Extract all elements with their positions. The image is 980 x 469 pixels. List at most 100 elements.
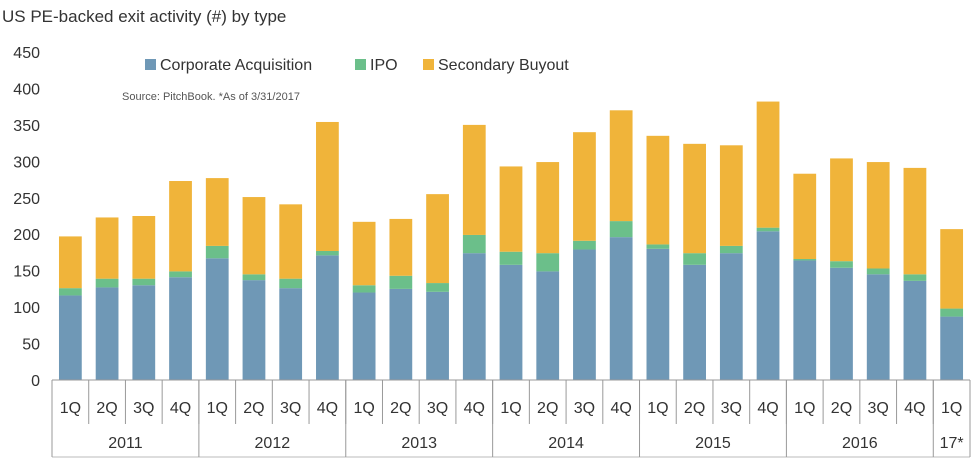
bar-segment-ipo — [756, 227, 780, 232]
source-note: Source: PitchBook. *As of 3/31/2017 — [122, 91, 300, 103]
x-tick-label: 1Q — [794, 400, 815, 417]
legend: Corporate Acquisition IPO Secondary Buyout — [145, 57, 569, 74]
legend-label: Secondary Buyout — [438, 57, 569, 74]
bar-segment-secondary-buyout — [646, 135, 670, 245]
bar-segment-ipo — [205, 245, 229, 259]
bar-segment-ipo — [609, 221, 633, 238]
bar-segment-ipo — [58, 288, 82, 296]
bar-segment-secondary-buyout — [426, 194, 449, 284]
bar-segment-corporate-acquisition — [830, 267, 853, 380]
y-tick-label: 50 — [22, 337, 40, 354]
x-tick-label: 1Q — [500, 400, 521, 417]
bar-segment-corporate-acquisition — [646, 248, 670, 380]
legend-swatch — [355, 59, 366, 70]
x-axis: 1Q 2Q 3Q 4Q 1Q 2Q 3Q 4Q 1Q 2Q 3Q 4Q 1Q 2Q 3Q 4Q 1Q 2Q 3Q 4Q… — [51, 379, 971, 458]
x-tick-label: 4Q — [757, 400, 778, 417]
bar-segment-secondary-buyout — [573, 132, 596, 241]
bar-segment-corporate-acquisition — [683, 264, 706, 380]
bar-segment-corporate-acquisition — [866, 274, 890, 380]
x-tick-label: 3Q — [868, 400, 889, 417]
bar-segment-ipo — [793, 259, 817, 261]
bar-segment-secondary-buyout — [132, 216, 156, 279]
y-tick-label: 150 — [13, 264, 40, 281]
bar-segment-ipo — [426, 283, 449, 292]
bar-segment-secondary-buyout — [205, 178, 229, 246]
bar-segment-corporate-acquisition — [756, 231, 780, 380]
x-tick-label: 1Q — [941, 400, 962, 417]
x-tick-label: 2Q — [390, 400, 411, 417]
legend-label: Corporate Acquisition — [160, 57, 312, 74]
bar-segment-ipo — [169, 271, 192, 278]
x-tick-label: 1Q — [60, 400, 81, 417]
bar-segment-secondary-buyout — [793, 173, 817, 259]
bar-segment-corporate-acquisition — [940, 316, 964, 380]
legend-swatch — [145, 59, 156, 70]
x-tick-label: 2Q — [96, 400, 117, 417]
bar-segment-corporate-acquisition — [205, 258, 229, 380]
bar-segment-ipo — [389, 275, 413, 289]
x-tick-label: 3Q — [721, 400, 742, 417]
x-group-label: 2014 — [548, 435, 584, 452]
bars-group — [58, 101, 964, 380]
bar-segment-secondary-buyout — [903, 167, 927, 275]
bar-segment-corporate-acquisition — [95, 287, 119, 380]
bar-segment-corporate-acquisition — [426, 291, 449, 380]
bar-segment-secondary-buyout — [169, 181, 192, 272]
bar-segment-ipo — [499, 251, 523, 265]
y-axis: 0 50 100 150 200 250 300 350 400 450 — [13, 45, 40, 390]
legend-label: IPO — [370, 57, 398, 74]
bar-segment-corporate-acquisition — [462, 253, 486, 380]
bar-segment-ipo — [719, 245, 743, 254]
bar-segment-secondary-buyout — [316, 121, 339, 251]
bar-segment-secondary-buyout — [242, 197, 266, 275]
bar-segment-secondary-buyout — [499, 166, 523, 252]
x-group-label: 2013 — [401, 435, 437, 452]
bar-segment-ipo — [95, 278, 119, 288]
bar-segment-ipo — [536, 253, 560, 272]
bar-segment-corporate-acquisition — [132, 285, 156, 380]
bar-segment-secondary-buyout — [756, 101, 780, 228]
bar-segment-ipo — [573, 240, 596, 250]
x-tick-label: 3Q — [133, 400, 154, 417]
x-tick-label: 4Q — [610, 400, 631, 417]
bar-segment-secondary-buyout — [462, 124, 486, 235]
bar-segment-secondary-buyout — [683, 143, 706, 254]
y-tick-label: 250 — [13, 191, 40, 208]
bar-segment-ipo — [462, 234, 486, 254]
y-tick-label: 450 — [13, 45, 40, 62]
bar-segment-secondary-buyout — [352, 221, 376, 286]
x-tick-label: 4Q — [464, 400, 485, 417]
x-tick-label: 3Q — [427, 400, 448, 417]
bar-segment-secondary-buyout — [536, 162, 560, 254]
bar-segment-secondary-buyout — [940, 229, 964, 309]
x-tick-label: 2Q — [243, 400, 264, 417]
bar-segment-ipo — [830, 261, 853, 268]
bar-segment-corporate-acquisition — [903, 280, 927, 380]
x-group-label: 17* — [940, 435, 964, 452]
bar-segment-secondary-buyout — [719, 145, 743, 246]
x-group-label: 2012 — [255, 435, 291, 452]
y-tick-label: 100 — [13, 300, 40, 317]
y-tick-label: 350 — [13, 118, 40, 135]
y-tick-label: 400 — [13, 81, 40, 98]
x-tick-label: 2Q — [537, 400, 558, 417]
bar-segment-secondary-buyout — [95, 217, 119, 279]
y-tick-label: 300 — [13, 154, 40, 171]
x-tick-label: 1Q — [207, 400, 228, 417]
bar-segment-corporate-acquisition — [609, 237, 633, 380]
bar-segment-secondary-buyout — [830, 158, 853, 262]
x-tick-label: 1Q — [353, 400, 374, 417]
x-group-label: 2015 — [695, 435, 731, 452]
x-tick-label: 1Q — [647, 400, 668, 417]
x-group-label: 2011 — [108, 435, 143, 452]
bar-segment-corporate-acquisition — [793, 260, 817, 380]
x-tick-label: 3Q — [574, 400, 595, 417]
y-tick-label: 0 — [31, 373, 40, 390]
bar-segment-corporate-acquisition — [352, 292, 376, 380]
bar-segment-ipo — [940, 308, 964, 317]
bar-segment-ipo — [903, 274, 927, 281]
bar-segment-secondary-buyout — [58, 236, 82, 289]
x-tick-label: 2Q — [831, 400, 852, 417]
